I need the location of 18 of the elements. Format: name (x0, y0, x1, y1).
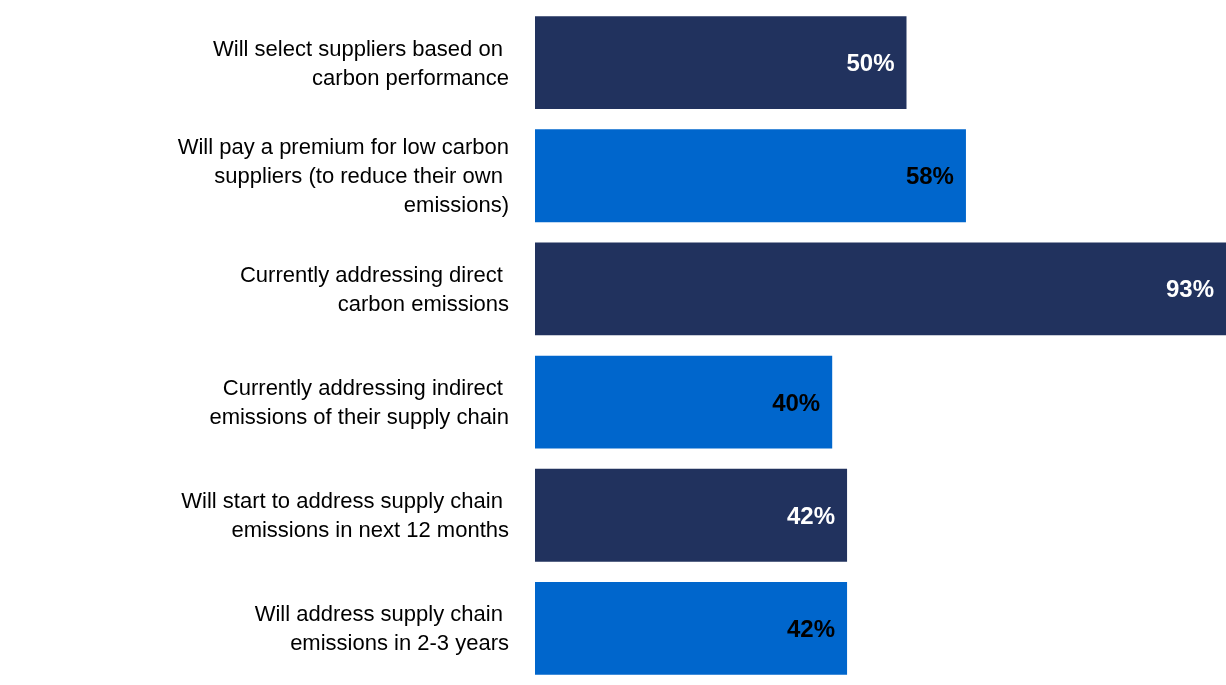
data-label: 58% (905, 162, 954, 190)
bar (535, 16, 907, 109)
y-tick-label: Will pay a premium for low carbon suppliers (to reduce their own emissions) (177, 134, 509, 218)
bar (535, 355, 833, 449)
y-tick-label: Will start to address supply chain emissions in next 12 months (181, 488, 509, 543)
y-tick-label: Will select suppliers based on carbon performance (213, 35, 509, 90)
data-label: 42% (787, 501, 836, 529)
y-tick-label: Currently addressing direct carbon emissions (239, 261, 509, 316)
bar (535, 582, 848, 675)
data-label: 42% (787, 614, 836, 642)
bar (535, 468, 848, 562)
data-label: 50% (846, 49, 895, 77)
data-label: 93% (1165, 275, 1214, 303)
y-tick-label: Currently addressing indirect emissions of their supply chain (209, 375, 509, 430)
y-tick-label: Will address supply chain emissions in 2-3 years (254, 601, 509, 656)
data-label: 40% (772, 388, 821, 416)
bar (535, 129, 966, 223)
bar (535, 242, 1226, 336)
